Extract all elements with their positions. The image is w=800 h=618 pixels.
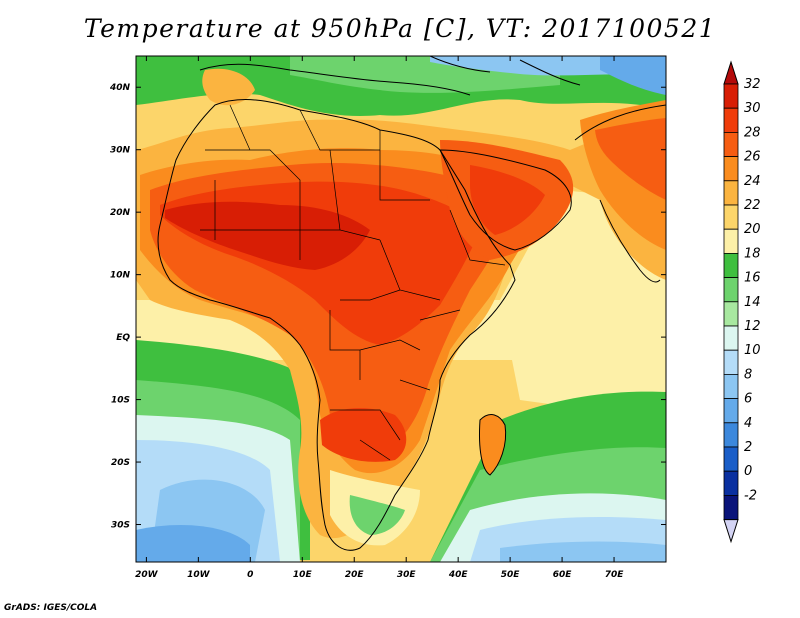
colorbar-swatch <box>723 277 739 303</box>
lon-tick-label: 10E <box>293 570 313 580</box>
lon-tick-label: 20E <box>345 570 365 580</box>
colorbar-swatch <box>723 349 739 375</box>
lat-tick-label: 20S <box>111 458 130 468</box>
colorbar-swatch <box>723 228 739 254</box>
lat-tick-label: 10N <box>110 271 131 281</box>
colorbar-swatch <box>723 252 739 278</box>
colorbar-swatch <box>723 325 739 351</box>
colorbar-level-label: 28 <box>744 125 761 140</box>
colorbar-level-label: 8 <box>744 367 752 382</box>
colorbar-swatch <box>723 398 739 424</box>
longitude-labels: 20W 10W 0 10E 20E 30E 40E 50E 60E 70E <box>135 56 624 580</box>
colorbar-swatch <box>723 131 739 157</box>
colorbar-level-label: 16 <box>744 271 761 286</box>
colorbar-swatch <box>723 446 739 472</box>
latitude-labels: 40N 30N 20N 10N EQ 10S 20S 30S <box>109 83 666 531</box>
lon-tick-label: 20W <box>135 570 159 580</box>
lon-tick-label: 30E <box>397 570 417 580</box>
colorbar-swatch <box>723 83 739 109</box>
map-title: Temperature at 950hPa [C], VT: 201710052… <box>83 14 717 43</box>
colorbar-level-label: 32 <box>744 77 761 92</box>
lat-tick-label: 40N <box>109 83 131 93</box>
map-frame <box>135 55 667 563</box>
colorbar-level-label: 4 <box>744 416 752 431</box>
lon-tick-label: 70E <box>605 570 625 580</box>
lat-tick-label: 30N <box>110 146 131 156</box>
lon-tick-label: 40E <box>448 570 469 580</box>
colorbar-level-label: 2 <box>744 440 752 455</box>
colorbar-level-label: 24 <box>744 174 761 189</box>
colorbar-under-arrow <box>723 519 739 544</box>
coastlines-and-borders <box>157 56 666 551</box>
lon-tick-label: 0 <box>247 570 253 580</box>
colorbar-swatch <box>723 422 739 448</box>
colorbar-level-label: 20 <box>744 222 761 237</box>
lon-tick-label: 50E <box>501 570 521 580</box>
colorbar-swatch <box>723 204 739 230</box>
colorbar-swatch <box>723 156 739 182</box>
colorbar-swatch <box>723 180 739 206</box>
lat-tick-label: 20N <box>110 208 131 218</box>
colorbar-level-label: 0 <box>744 464 752 479</box>
colorbar-level-label: 22 <box>744 198 761 213</box>
colorbar-level-label: 6 <box>744 392 752 407</box>
colorbar-swatch <box>723 494 739 520</box>
colorbar-level-label: 10 <box>744 343 761 358</box>
lon-tick-label: 10W <box>187 570 211 580</box>
colorbar-level-label: 26 <box>744 150 761 165</box>
colorbar-level-label: 30 <box>744 101 761 116</box>
colorbar-level-label: 12 <box>744 319 761 334</box>
lat-tick-label: EQ <box>116 333 130 343</box>
lat-tick-label: 30S <box>111 521 130 531</box>
colorbar-level-label: -2 <box>744 488 757 503</box>
temperature-field <box>136 56 666 562</box>
lat-tick-label: 10S <box>111 396 130 406</box>
colorbar-swatch <box>723 301 739 327</box>
colorbar-swatch <box>723 470 739 496</box>
lon-tick-label: 60E <box>553 570 573 580</box>
grads-credit: GrADS: IGES/COLA <box>4 603 98 613</box>
colorbar-over-arrow <box>723 60 739 85</box>
colorbar-swatch <box>723 107 739 133</box>
colorbar-level-label: 18 <box>744 246 761 261</box>
colorbar-level-label: 14 <box>744 295 761 310</box>
colorbar-swatch <box>723 373 739 399</box>
